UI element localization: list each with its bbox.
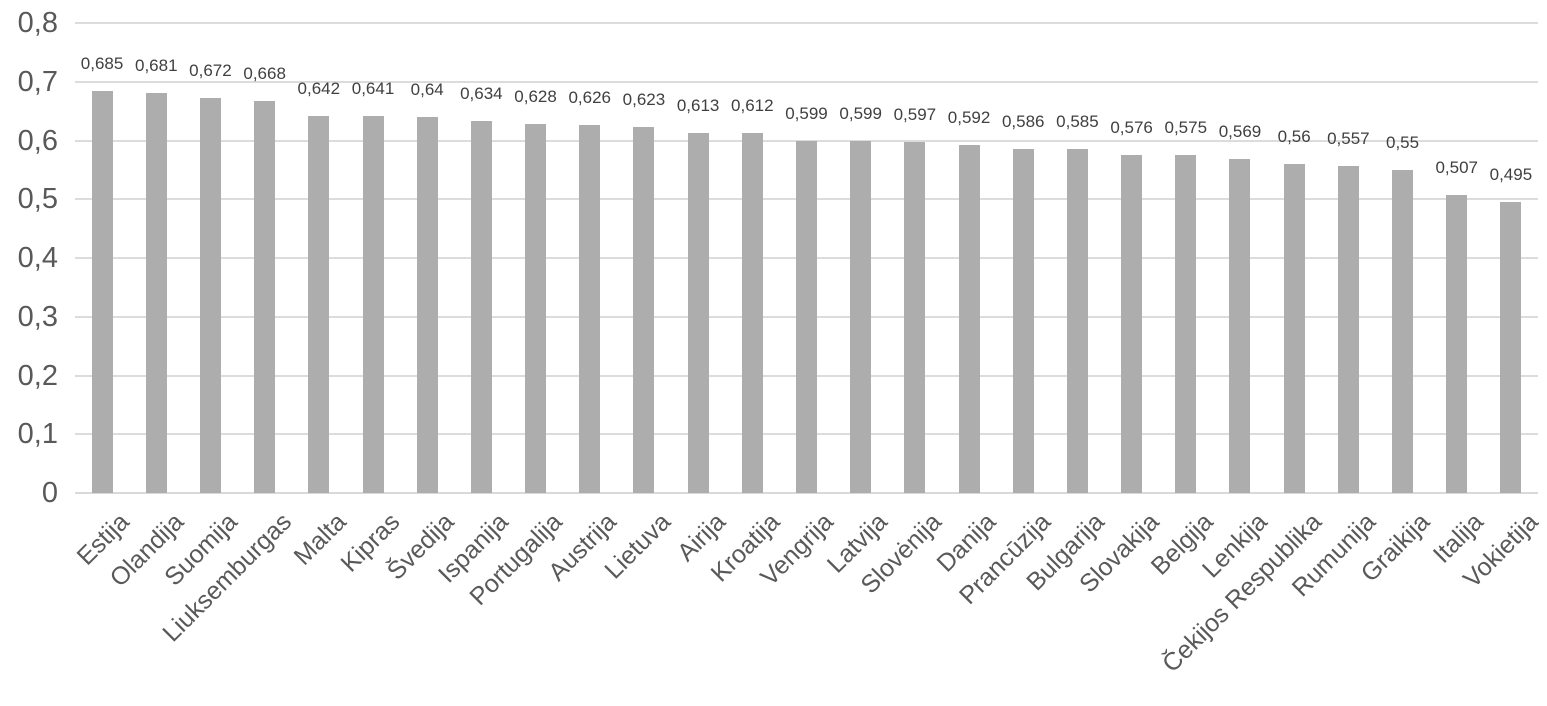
y-axis-tick-label: 0,8 [17,7,58,39]
bar-data-label: 0,642 [297,78,341,98]
bar [1446,195,1468,493]
bar [1283,164,1305,493]
bar [1337,165,1359,493]
bar-data-label: 0,681 [134,55,178,75]
y-axis-tick-label: 0,1 [17,418,58,451]
bar [1229,158,1251,493]
bar-data-label: 0,599 [785,104,828,124]
bar [199,98,221,493]
y-axis-tick-label: 0,5 [17,183,58,216]
bar-data-label: 0,576 [1110,117,1153,137]
gridline [75,80,1538,83]
bar-data-label: 0,634 [460,83,503,103]
bar [470,120,492,493]
bar-data-label: 0,592 [947,108,991,128]
bar-data-label: 0,612 [731,96,774,116]
bar [1175,155,1197,493]
bar [796,141,817,493]
bar [416,117,438,493]
y-axis-tick-label: 0,2 [17,359,58,392]
x-axis-line [75,492,1538,494]
bar-data-label: 0,56 [1277,127,1311,146]
bar [1012,148,1034,493]
bar [1392,169,1414,493]
bar-data-label: 0,672 [189,61,232,81]
bar-data-label: 0,585 [1056,112,1099,132]
bar [91,90,113,493]
bar-data-label: 0,495 [1489,165,1533,185]
gridline [75,22,1538,24]
y-axis-tick-label: 0,3 [17,300,58,333]
bar [850,141,872,493]
bar [687,132,709,493]
bar-data-label: 0,599 [839,104,882,124]
gridline [75,139,1538,142]
bar [958,145,980,493]
bar [579,125,601,493]
bar [525,124,547,493]
bar [254,100,276,493]
bar [904,142,926,493]
bar [1121,154,1143,493]
bar-data-label: 0,628 [514,87,557,107]
bar [1500,202,1522,493]
bar-data-label: 0,641 [351,79,395,99]
bar-data-label: 0,569 [1218,121,1262,141]
y-axis-tick-label: 0,6 [17,124,58,157]
bar-data-label: 0,668 [243,63,286,83]
bar-data-label: 0,685 [80,53,124,73]
bar-data-label: 0,597 [893,105,937,125]
bar-data-label: 0,613 [676,95,720,115]
bar-data-label: 0,575 [1164,118,1208,138]
bar-data-label: 0,626 [568,88,612,108]
bar-data-label: 0,55 [1385,132,1420,152]
bar [633,126,655,493]
bar [145,92,167,493]
y-axis-tick-label: 0 [41,477,58,509]
y-axis-tick-label: 0,4 [17,242,58,274]
bar [308,115,330,493]
bar [1066,149,1088,493]
y-axis-tick-label: 0,7 [17,65,58,98]
bar [741,133,763,493]
bar-data-label: 0,557 [1327,128,1370,148]
bar-data-label: 0,507 [1435,158,1478,178]
bar-data-label: 0,586 [1001,111,1045,131]
bar [362,116,384,493]
bar-data-label: 0,64 [410,80,444,99]
bar-data-label: 0,623 [622,89,666,109]
